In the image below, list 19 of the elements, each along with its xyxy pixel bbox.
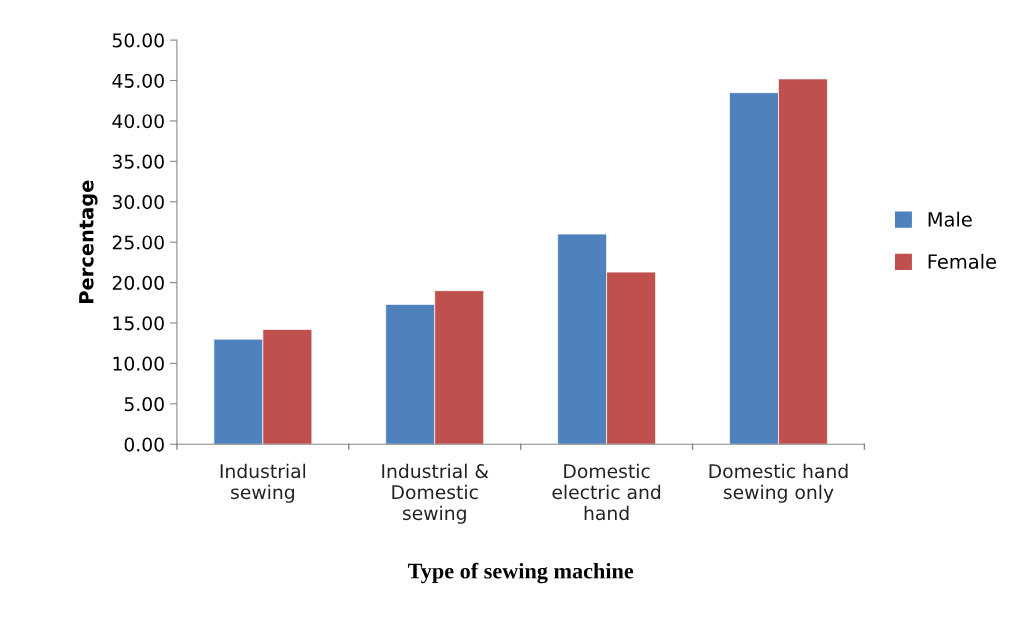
x-tick-label: Industrial sewing — [220, 463, 306, 503]
y-tick-label: 10.00 — [113, 356, 164, 371]
y-tick-label: 45.00 — [112, 73, 164, 88]
legend-label: Male — [928, 211, 972, 227]
y-tick-label: 0.00 — [124, 437, 164, 452]
y-tick-label: 25.00 — [112, 235, 164, 250]
y-tick-label: 5.00 — [124, 397, 164, 412]
x-tick-label: Industrial & Domestic sewing — [382, 463, 489, 524]
legend-label: Female — [928, 253, 997, 269]
y-tick-label: 50.00 — [112, 33, 164, 48]
y-tick-label: 15.00 — [113, 316, 164, 331]
x-tick-label: Domestic electric and hand — [552, 463, 661, 521]
y-tick-label: 35.00 — [112, 154, 164, 169]
y-tick-label: 40.00 — [112, 114, 164, 129]
x-tick-label: Domestic hand sewing only — [709, 463, 848, 503]
y-axis-title: Percentage — [79, 180, 98, 303]
y-tick-label: 30.00 — [112, 194, 164, 210]
x-axis-title: Type of sewing machine — [407, 562, 634, 584]
y-tick-label: 20.00 — [112, 275, 164, 290]
